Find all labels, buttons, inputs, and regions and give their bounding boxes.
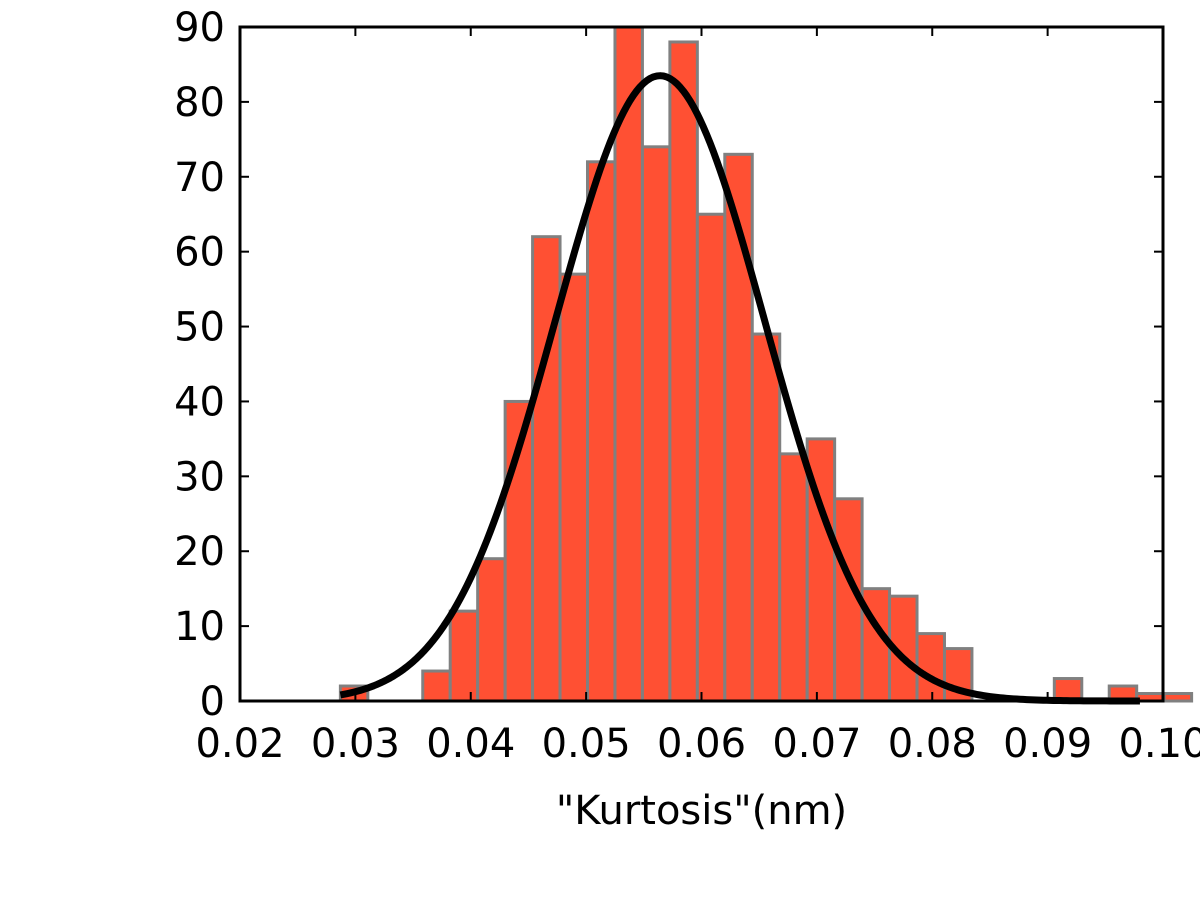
y-tick-label: 10 xyxy=(174,604,225,650)
histogram-bar xyxy=(640,145,672,703)
y-tick-label: 50 xyxy=(174,305,225,351)
histogram-bar xyxy=(448,609,480,703)
x-tick-label: 0.05 xyxy=(542,721,631,767)
histogram-bar xyxy=(558,272,590,703)
axis-ticks xyxy=(239,26,1164,702)
x-tick-label: 0.06 xyxy=(657,721,746,767)
histogram-bar xyxy=(668,40,699,703)
x-tick-label: 0.07 xyxy=(772,721,861,767)
histogram-bar xyxy=(778,452,809,703)
x-tick-label: 0.08 xyxy=(888,721,977,767)
normal-fit-curve xyxy=(339,72,1141,705)
y-tick-label: 40 xyxy=(174,379,225,425)
y-tick-label: 30 xyxy=(174,454,225,500)
y-tick-label: 80 xyxy=(174,80,225,126)
axis-tick-labels: 0.02 0.03 0.04 0.05 0.06 0.07 0.08 0.09 0.10 0 10 2… xyxy=(174,5,1200,767)
histogram-bar xyxy=(750,332,782,703)
x-tick-label: 0.10 xyxy=(1118,721,1200,767)
histogram-bar xyxy=(1162,692,1194,703)
histogram-bar xyxy=(476,557,507,703)
y-tick-label: 70 xyxy=(174,155,225,201)
x-tick-label: 0.02 xyxy=(195,721,284,767)
y-tick-label: 0 xyxy=(200,679,225,725)
y-tick-label: 20 xyxy=(174,529,225,575)
x-tick-label: 0.03 xyxy=(311,721,400,767)
histogram-bar xyxy=(586,160,617,703)
y-tick-label: 90 xyxy=(174,5,225,51)
histogram-bar xyxy=(915,632,946,703)
histogram-bar xyxy=(421,669,452,703)
x-tick-label: 0.04 xyxy=(426,721,515,767)
y-tick-label: 60 xyxy=(174,230,225,276)
histogram-bar xyxy=(613,25,644,703)
histogram-bars xyxy=(338,25,1194,703)
x-tick-label: 0.09 xyxy=(1003,721,1092,767)
histogram-bar xyxy=(695,212,727,703)
x-axis-title: "Kurtosis"(nm) xyxy=(556,788,847,834)
